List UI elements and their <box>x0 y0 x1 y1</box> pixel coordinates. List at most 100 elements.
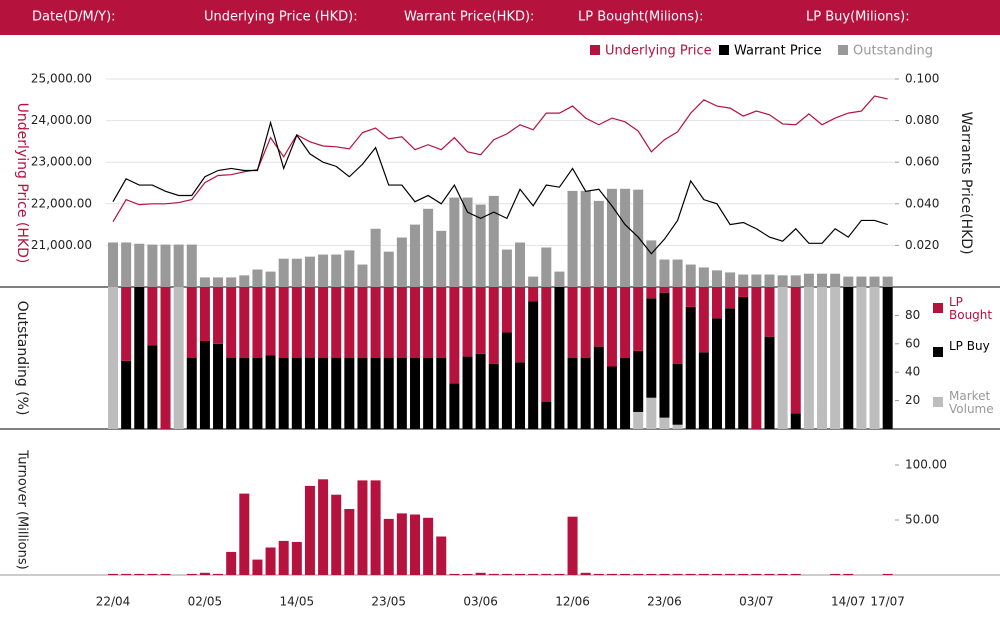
outstanding-bar <box>199 277 210 287</box>
stacked-bar <box>620 287 631 358</box>
y-tick-label: 60 <box>905 336 920 350</box>
stacked-bar <box>711 318 722 429</box>
stacked-bar <box>515 362 526 429</box>
x-tick-label: 03/07 <box>739 595 774 609</box>
stacked-bar <box>646 397 657 429</box>
outstanding-bar <box>318 254 329 287</box>
turnover-bar <box>134 573 145 575</box>
y2-tick-label: 0.020 <box>905 238 939 252</box>
stacked-bar <box>882 287 893 429</box>
stacked-bar <box>344 287 355 358</box>
x-tick-label: 23/06 <box>647 595 682 609</box>
stacked-bar <box>633 411 644 429</box>
stacked-bar <box>633 287 644 351</box>
stacked-bar <box>331 287 342 358</box>
outstanding-bar <box>882 276 893 287</box>
outstanding-bar <box>528 276 539 287</box>
outstanding-bar <box>213 277 224 287</box>
legend-swatch <box>933 397 943 407</box>
outstanding-bar <box>620 188 631 287</box>
stacked-bar <box>659 287 670 293</box>
stacked-bar <box>383 358 394 429</box>
stacked-bar <box>160 287 171 429</box>
x-tick-label: 03/06 <box>463 595 498 609</box>
stacked-bar <box>213 287 224 344</box>
stacked-bar <box>672 287 683 364</box>
outstanding-bar <box>515 242 526 287</box>
legend-swatch <box>933 303 943 313</box>
stacked-bar <box>213 343 224 429</box>
outstanding-bar <box>567 190 578 287</box>
stacked-bar <box>646 287 657 299</box>
outstanding-bar <box>843 276 854 287</box>
stacked-bar <box>488 287 499 364</box>
outstanding-bar <box>134 243 145 287</box>
stacked-bar <box>738 287 749 297</box>
outstanding-bar <box>331 254 342 287</box>
outstanding-bar <box>121 242 132 287</box>
stacked-bar <box>239 358 250 429</box>
legend-label: LP Buy <box>949 339 990 353</box>
stacked-bar <box>725 287 736 309</box>
stacked-bar <box>790 413 801 429</box>
y-tick-label: 24,000.00 <box>31 113 92 127</box>
stacked-bar <box>475 287 486 354</box>
stacked-bar <box>869 287 880 429</box>
stacked-bar <box>501 287 512 333</box>
stacked-bar <box>278 287 289 358</box>
stacked-bar <box>672 363 683 425</box>
stacked-bar <box>396 287 407 358</box>
y-tick-label: 25,000.00 <box>31 72 92 86</box>
stacked-bar <box>436 287 447 358</box>
turnover-bar <box>698 573 709 575</box>
outstanding-bar <box>817 273 828 287</box>
stacked-bar <box>291 358 302 429</box>
x-tick-label: 17/07 <box>870 595 905 609</box>
stacked-bar <box>383 287 394 358</box>
turnover-bar <box>396 513 407 575</box>
stacked-bar <box>817 287 828 429</box>
outstanding-bar <box>803 273 814 287</box>
outstanding-bar <box>160 244 171 287</box>
stacked-bar <box>409 358 420 429</box>
line-series <box>112 120 888 255</box>
stacked-bar <box>528 301 539 429</box>
turnover-bar <box>462 573 473 575</box>
stacked-bar <box>304 287 315 358</box>
y2-tick-label: 0.040 <box>905 196 939 210</box>
outstanding-bar <box>239 275 250 287</box>
x-tick-label: 23/05 <box>371 595 406 609</box>
stacked-bar <box>764 287 775 337</box>
stacked-bar <box>370 358 381 429</box>
outstanding-bar <box>751 274 762 287</box>
turnover-bar <box>239 493 250 575</box>
stacked-bar <box>501 332 512 429</box>
stacked-bar <box>633 350 644 412</box>
legend-swatch <box>838 45 848 55</box>
turnover-bar <box>291 542 302 575</box>
outstanding-bar <box>593 200 604 287</box>
stacked-bar <box>725 308 736 429</box>
outstanding-bar <box>698 267 709 287</box>
stacked-bar <box>278 358 289 429</box>
stacked-bar <box>423 287 434 358</box>
stacked-bar <box>370 287 381 358</box>
y-axis-label: Turnover (Millions) <box>15 449 30 569</box>
stacked-bar <box>528 287 539 302</box>
y2-tick-label: 0.080 <box>905 113 939 127</box>
turnover-bar <box>344 509 355 575</box>
outstanding-bar <box>423 208 434 287</box>
stacked-bar <box>593 287 604 347</box>
stacked-bar <box>567 358 578 429</box>
stacked-bar <box>252 358 263 429</box>
turnover-bar <box>515 573 526 575</box>
turnover-bar <box>213 573 224 575</box>
stacked-bar <box>593 346 604 429</box>
header-bar <box>0 0 1000 35</box>
stacked-bar <box>685 287 696 307</box>
legend-swatch <box>933 347 943 357</box>
y-tick-label: 22,000.00 <box>31 196 92 210</box>
legend-swatch <box>719 45 729 55</box>
y2-tick-label: 0.060 <box>905 155 939 169</box>
